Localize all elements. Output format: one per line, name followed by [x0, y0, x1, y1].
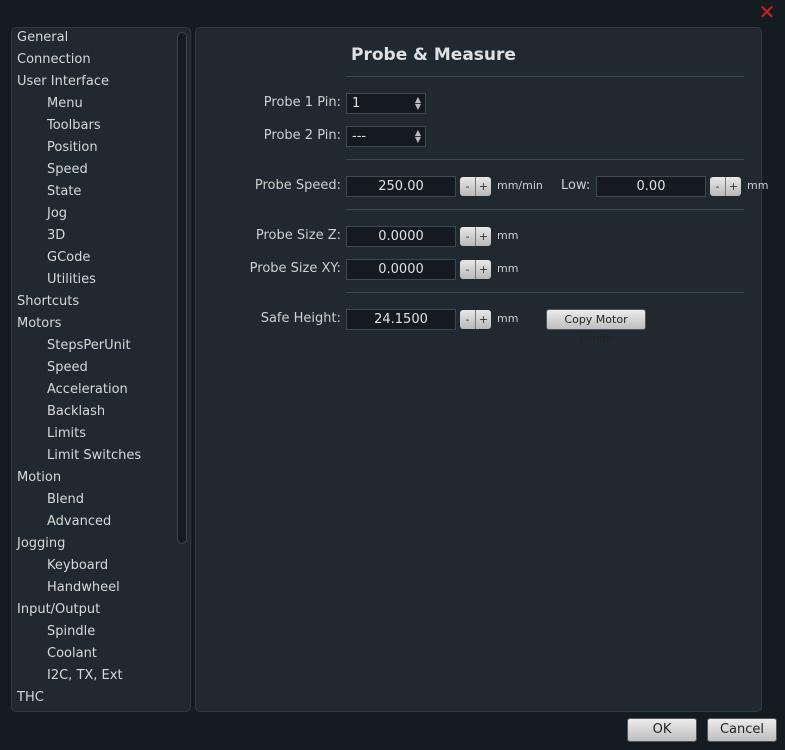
- unit-label: mm: [497, 229, 519, 242]
- probe-size-z-label: Probe Size Z:: [255, 228, 341, 243]
- divider: [346, 292, 744, 293]
- sidebar-item-acceleration[interactable]: Acceleration: [47, 382, 128, 397]
- sidebar-item-stepsperunit[interactable]: StepsPerUnit: [47, 338, 131, 353]
- sidebar-item-general[interactable]: General: [17, 30, 69, 45]
- low-speed-input[interactable]: 0.00: [596, 176, 706, 197]
- unit-label: mm/min: [497, 179, 543, 192]
- sidebar-item-3d[interactable]: 3D: [47, 228, 66, 243]
- sidebar-item-jogging[interactable]: Jogging: [17, 536, 66, 551]
- unit-label: mm: [497, 262, 519, 275]
- sidebar-item-state[interactable]: State: [47, 184, 82, 199]
- low-speed-stepper[interactable]: - +: [710, 177, 741, 196]
- unit-label: mm: [497, 312, 519, 325]
- sidebar-item-motion[interactable]: Motion: [17, 470, 62, 485]
- increment-button[interactable]: +: [478, 180, 489, 193]
- probe-size-xy-input[interactable]: 0.0000: [346, 259, 456, 280]
- sidebar-item-motors[interactable]: Motors: [17, 316, 62, 331]
- cancel-button[interactable]: Cancel: [707, 718, 777, 742]
- page-title: Probe & Measure: [351, 45, 516, 65]
- sidebar-item-jog[interactable]: Jog: [47, 206, 68, 221]
- decrement-button[interactable]: -: [460, 310, 476, 329]
- settings-sidebar: General Connection User Interface Menu Toolb…: [11, 27, 191, 712]
- probe-size-xy-label: Probe Size XY:: [249, 261, 341, 276]
- close-icon[interactable]: ✕: [758, 0, 776, 24]
- unit-label: mm: [747, 179, 769, 192]
- sidebar-item-position[interactable]: Position: [47, 140, 98, 155]
- probe1-label: Probe 1 Pin:: [263, 95, 341, 110]
- spin-arrows-icon: ▲ ▼: [414, 95, 421, 111]
- sidebar-item-input-output[interactable]: Input/Output: [17, 602, 101, 617]
- sidebar-item-connection[interactable]: Connection: [17, 52, 91, 67]
- sidebar-item-shortcuts[interactable]: Shortcuts: [17, 294, 80, 309]
- sidebar-item-gcode[interactable]: GCode: [47, 250, 91, 265]
- probe-size-z-input[interactable]: 0.0000: [346, 226, 456, 247]
- sidebar-item-i2c-tx-ext[interactable]: I2C, TX, Ext: [47, 668, 123, 683]
- settings-panel: Probe & Measure Probe 1 Pin: 1 ▲ ▼ Probe 2…: [195, 27, 768, 712]
- sidebar-item-user-interface[interactable]: User Interface: [17, 74, 109, 89]
- probe-size-xy-stepper[interactable]: - +: [460, 260, 491, 279]
- sidebar-scrollbar[interactable]: [177, 32, 187, 544]
- increment-button[interactable]: +: [478, 230, 489, 243]
- safe-height-stepper[interactable]: - +: [460, 310, 491, 329]
- sidebar-item-speed[interactable]: Speed: [47, 162, 88, 177]
- increment-button[interactable]: +: [478, 313, 489, 326]
- decrement-button[interactable]: -: [460, 260, 476, 279]
- probe-size-z-stepper[interactable]: - +: [460, 227, 491, 246]
- probe2-label: Probe 2 Pin:: [263, 128, 341, 143]
- sidebar-item-blend[interactable]: Blend: [47, 492, 85, 507]
- divider: [346, 159, 744, 160]
- sidebar-item-toolbars[interactable]: Toolbars: [47, 118, 101, 133]
- probe2-pin-select[interactable]: --- ▲ ▼: [346, 126, 426, 147]
- probe-speed-label: Probe Speed:: [254, 178, 341, 193]
- sidebar-item-utilities[interactable]: Utilities: [47, 272, 96, 287]
- sidebar-item-limit-switches[interactable]: Limit Switches: [47, 448, 142, 463]
- decrement-button[interactable]: -: [710, 177, 726, 196]
- decrement-button[interactable]: -: [460, 177, 476, 196]
- probe-speed-input[interactable]: 250.00: [346, 176, 456, 197]
- divider: [346, 76, 744, 77]
- sidebar-item-coolant[interactable]: Coolant: [47, 646, 97, 661]
- decrement-button[interactable]: -: [460, 227, 476, 246]
- increment-button[interactable]: +: [728, 180, 739, 193]
- sidebar-item-menu[interactable]: Menu: [47, 96, 83, 111]
- ok-button[interactable]: OK: [627, 718, 697, 742]
- probe-speed-stepper[interactable]: - +: [460, 177, 491, 196]
- sidebar-item-spindle[interactable]: Spindle: [47, 624, 96, 639]
- probe2-value: ---: [352, 129, 367, 144]
- sidebar-item-handwheel[interactable]: Handwheel: [47, 580, 120, 595]
- safe-height-label: Safe Height:: [260, 311, 341, 326]
- sidebar-item-keyboard[interactable]: Keyboard: [47, 558, 109, 573]
- low-label: Low:: [561, 178, 591, 193]
- sidebar-item-advanced[interactable]: Advanced: [47, 514, 112, 529]
- divider: [346, 209, 744, 210]
- probe1-value: 1: [352, 96, 361, 111]
- safe-height-input[interactable]: 24.1500: [346, 309, 456, 330]
- probe1-pin-select[interactable]: 1 ▲ ▼: [346, 93, 426, 114]
- sidebar-item-speed[interactable]: Speed: [47, 360, 88, 375]
- sidebar-item-thc[interactable]: THC: [17, 690, 44, 705]
- increment-button[interactable]: +: [478, 263, 489, 276]
- spin-arrows-icon: ▲ ▼: [414, 128, 421, 144]
- sidebar-item-limits[interactable]: Limits: [47, 426, 86, 441]
- copy-motor-limits-button[interactable]: Copy Motor Limits: [546, 309, 646, 345]
- sidebar-item-backlash[interactable]: Backlash: [47, 404, 106, 419]
